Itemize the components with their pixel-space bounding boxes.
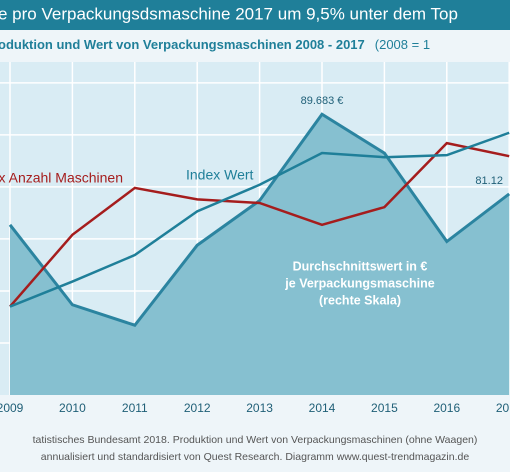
chart-subtitle: oduktion und Wert von Verpackungsmaschin… — [0, 37, 430, 52]
annotation: Durchschnittswert in € — [293, 259, 428, 273]
annotation: (rechte Skala) — [319, 293, 401, 307]
data-label: 89.683 € — [301, 95, 344, 107]
x-tick-label: 2009 — [0, 401, 24, 415]
x-tick-label: 2011 — [122, 401, 148, 415]
subtitle-note: (2008 = 1 — [375, 37, 430, 52]
x-tick-label: 2016 — [433, 401, 460, 415]
line — [9, 131, 510, 308]
x-tick-label: 2014 — [309, 401, 336, 415]
x-tick-label: 2010 — [59, 401, 86, 415]
area-outline — [8, 112, 510, 327]
x-tick-label: 2015 — [371, 401, 398, 415]
x-tick-label: 2012 — [184, 401, 211, 415]
subtitle-main: oduktion und Wert von Verpackungsmaschin… — [0, 37, 365, 52]
line — [9, 141, 510, 308]
legend-label: Index Anzahl Maschinen — [0, 170, 123, 186]
source-line: tatistisches Bundesamt 2018. Produktion … — [33, 434, 478, 446]
data-label: 81.12 — [475, 175, 503, 187]
x-tick-label: 2017 — [496, 401, 510, 415]
title-bar — [0, 0, 510, 30]
area — [10, 114, 510, 396]
annotation: je Verpackungsmaschine — [284, 276, 434, 290]
source-line: annualisiert und standardisiert von Ques… — [41, 451, 470, 463]
legend-label: Index Wert — [186, 167, 254, 183]
x-tick-label: 2013 — [246, 401, 273, 415]
chart-title: e pro Verpackungsdsmaschine 2017 um 9,5%… — [0, 4, 458, 23]
